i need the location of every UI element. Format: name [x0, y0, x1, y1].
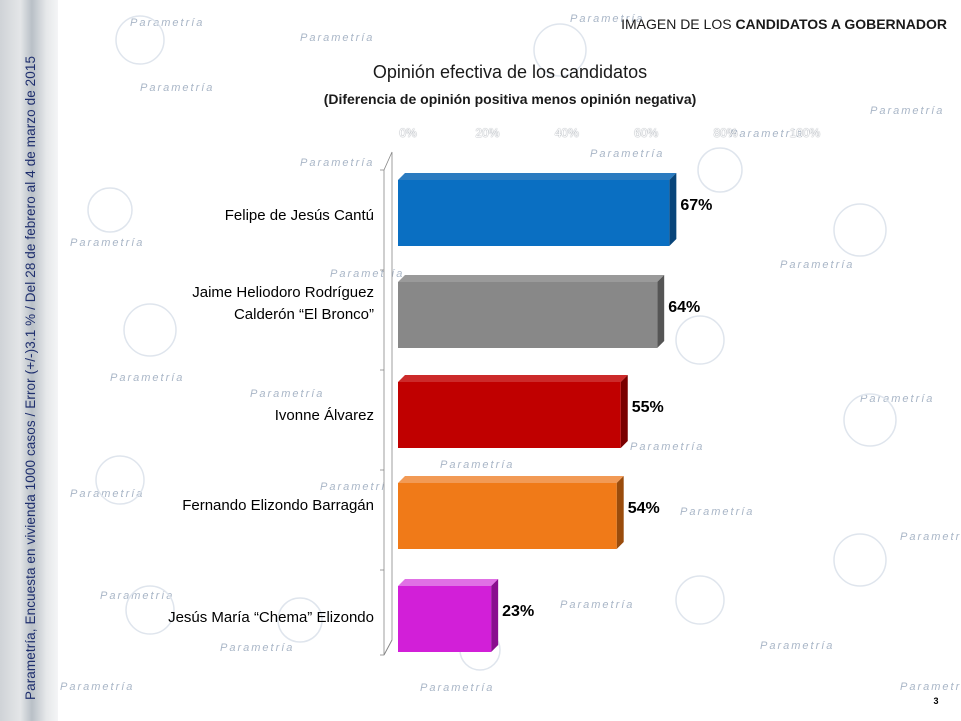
bar-top — [398, 375, 628, 382]
bar-side — [657, 275, 665, 348]
watermark-text: Parametría — [220, 642, 294, 654]
bar — [398, 173, 677, 246]
bar-front — [398, 282, 658, 348]
category-label: Ivonne Álvarez — [274, 407, 374, 424]
category-label: Calderón “El Bronco” — [233, 306, 374, 323]
category-label: Jaime Heliodoro Rodríguez — [192, 284, 374, 301]
chart-subtitle: (Diferencia de opinión positiva menos op… — [323, 91, 697, 107]
watermark-text: Parametría — [900, 681, 961, 693]
decorative-circle — [843, 393, 897, 447]
decorative-circle — [87, 187, 133, 233]
watermark-text: Parametría — [630, 441, 704, 453]
watermark-text: Parametría — [130, 17, 204, 29]
bar — [398, 476, 624, 549]
bar-side — [616, 476, 624, 549]
watermark-text: Parametría — [570, 13, 644, 25]
bar — [398, 579, 499, 652]
watermark-text: Parametría — [70, 488, 144, 500]
decorative-side-strip — [0, 0, 58, 721]
decorative-circle — [95, 455, 145, 505]
bar-top — [398, 275, 665, 282]
decorative-circle — [833, 203, 887, 257]
bar-side — [620, 375, 628, 448]
bar-front — [398, 180, 670, 246]
category-label: Felipe de Jesús Cantú — [224, 207, 374, 224]
category-label: Fernando Elizondo Barragán — [182, 497, 374, 514]
axis-floor — [383, 639, 393, 656]
bar-front — [398, 382, 621, 448]
watermark-text: Parametría — [900, 531, 961, 543]
watermark-text: Parametría — [440, 459, 514, 471]
watermark-text: Parametría — [680, 506, 754, 518]
bar-top — [398, 173, 677, 180]
value-label: 54% — [628, 500, 660, 517]
watermark-text: Parametría — [140, 82, 214, 94]
watermark-text: Parametría — [300, 32, 374, 44]
value-label: 23% — [502, 603, 534, 620]
bar-side — [491, 579, 499, 652]
watermark-text: Parametría — [590, 148, 664, 160]
x-tick-label: 40% — [554, 126, 579, 140]
page-number: 3 — [929, 694, 943, 708]
bar-side — [669, 173, 677, 246]
x-tick-label: 100% — [789, 126, 821, 140]
decorative-circle — [123, 303, 177, 357]
watermark-text: Parametría — [110, 372, 184, 384]
watermark-text: Parametría — [60, 681, 134, 693]
bar — [398, 375, 628, 448]
watermark-text: Parametría — [560, 599, 634, 611]
bar — [398, 275, 665, 348]
decorative-circle — [675, 575, 725, 625]
chart-title: Opinión efectiva de los candidatos — [372, 62, 648, 82]
watermark-text: Parametría — [70, 237, 144, 249]
decorative-circle — [675, 315, 725, 365]
watermark-text: Parametría — [730, 128, 804, 140]
value-label: 55% — [632, 399, 664, 416]
axis-wall — [383, 151, 393, 656]
decorative-circle — [125, 585, 175, 635]
value-label: 64% — [668, 299, 700, 316]
x-tick-label: 0% — [399, 126, 417, 140]
bar-front — [398, 586, 492, 652]
decorative-circle — [697, 147, 743, 193]
watermark-text: Parametría — [100, 590, 174, 602]
watermark-text: Parametría — [300, 157, 374, 169]
slide-header: IMAGEN DE LOS CANDIDATOS A GOBERNADOR — [621, 16, 947, 32]
bar-top — [398, 476, 624, 483]
decorative-circle — [277, 597, 323, 643]
watermark-text: Parametría — [760, 640, 834, 652]
x-tick-label: 20% — [475, 126, 500, 140]
watermark-text: Parametría — [780, 259, 854, 271]
watermark-text: Parametría — [870, 105, 944, 117]
value-label: 67% — [680, 197, 712, 214]
watermark-text: Parametría — [250, 388, 324, 400]
decorative-circle — [833, 533, 887, 587]
watermark-text: Parametría — [320, 481, 394, 493]
bar-front — [398, 483, 617, 549]
x-tick-label: 80% — [713, 126, 738, 140]
x-tick-label: 60% — [634, 126, 659, 140]
watermark-text: Parametría — [420, 682, 494, 694]
header-prefix: IMAGEN DE LOS — [621, 16, 736, 32]
decorative-circle — [533, 23, 587, 77]
category-label: Jesús María “Chema” Elizondo — [168, 609, 374, 626]
bar-top — [398, 579, 499, 586]
header-bold: CANDIDATOS A GOBERNADOR — [735, 16, 947, 32]
decorative-circle — [115, 15, 165, 65]
